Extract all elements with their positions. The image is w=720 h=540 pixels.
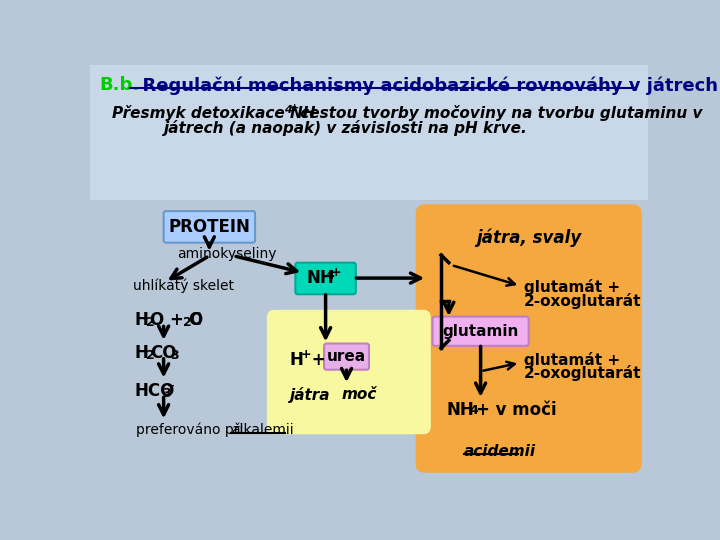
FancyBboxPatch shape [295,262,356,294]
Text: 3: 3 [162,387,171,400]
Text: H: H [135,311,149,329]
Text: O + C: O + C [150,311,202,329]
Text: B.b.: B.b. [99,76,140,94]
Text: játra, svaly: játra, svaly [476,228,581,247]
Text: játra: játra [290,387,330,403]
Text: 4: 4 [284,105,292,115]
Text: +: + [331,266,342,279]
Text: glutamát +: glutamát + [524,352,620,368]
Text: 2-oxoglutarát: 2-oxoglutarát [524,293,642,309]
Text: aminokyseliny: aminokyseliny [177,247,276,260]
Text: alkalemii: alkalemii [231,423,294,437]
Text: urea: urea [327,349,366,364]
Text: H: H [290,351,304,369]
Text: 2: 2 [183,316,192,329]
FancyBboxPatch shape [163,211,255,242]
Text: 3: 3 [171,349,179,362]
Text: 2-oxoglutarát: 2-oxoglutarát [524,365,642,381]
Text: +: + [306,351,326,369]
Text: Regulační mechanismy acidobazické rovnováhy v játrech: Regulační mechanismy acidobazické rovnov… [130,76,719,95]
Text: cestou tvorby močoviny na tvorbu glutaminu v: cestou tvorby močoviny na tvorbu glutami… [295,105,703,121]
Text: CO: CO [150,345,177,362]
Text: H: H [135,345,149,362]
Text: Přesmyk detoxikace NH: Přesmyk detoxikace NH [112,105,315,121]
Text: PROTEIN: PROTEIN [168,218,251,235]
Text: NH: NH [306,269,334,287]
Text: 2: 2 [145,316,155,329]
FancyBboxPatch shape [324,343,369,370]
Text: acidemii: acidemii [464,444,536,458]
Text: játrech (a naopak) v závislosti na pH krve.: játrech (a naopak) v závislosti na pH kr… [163,120,527,136]
Text: uhlíkatý skelet: uhlíkatý skelet [132,279,233,293]
Text: + v moči: + v moči [476,401,557,419]
Text: 2: 2 [145,349,155,362]
Text: 4: 4 [325,268,334,281]
Text: HCO: HCO [135,382,176,400]
FancyBboxPatch shape [433,316,528,346]
FancyBboxPatch shape [417,206,640,471]
Text: 4: 4 [469,404,479,417]
Text: +: + [290,103,300,112]
FancyBboxPatch shape [90,65,648,200]
Text: moč: moč [342,387,377,402]
Text: preferováno při: preferováno při [137,423,248,437]
Text: O: O [188,311,202,329]
FancyBboxPatch shape [269,311,429,433]
Text: NH: NH [446,401,474,419]
Text: +: + [301,348,312,361]
Text: glutamát +: glutamát + [524,279,620,295]
Text: ⁻: ⁻ [167,382,175,397]
Text: glutamin: glutamin [442,323,519,339]
